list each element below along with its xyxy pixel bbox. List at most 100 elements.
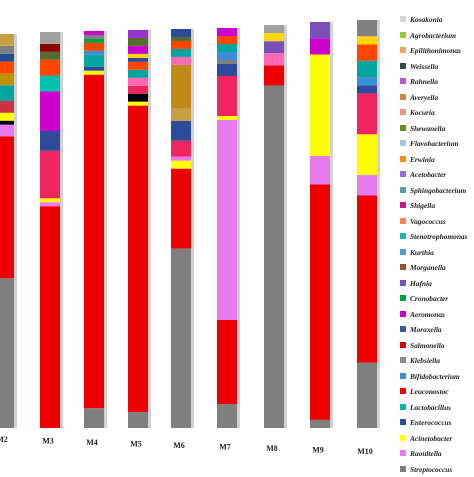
bar-segment [357,20,377,36]
legend-label: Bifidobacterium [410,369,460,385]
bar-segment [0,101,14,113]
bar-segment [310,22,330,38]
bar-segment [171,49,191,57]
bar-segment [40,32,60,44]
bar-segment [0,113,14,121]
bar-segment [171,169,191,249]
bar-segment [264,33,284,41]
bar-segment [357,195,377,362]
bars-group [0,20,380,428]
bar-segment [171,29,191,37]
legend-label: Shigella [410,198,435,214]
bar-segment [84,39,104,43]
bar-segment [128,46,148,54]
bar-segment [0,73,14,85]
legend-swatch [400,47,406,53]
legend-swatch [400,295,406,301]
bar-segment [40,202,60,206]
legend-item: Morganella [400,260,474,276]
bar-segment [171,141,191,157]
legend-swatch [400,233,406,239]
legend-swatch [400,249,406,255]
legend-label: Morganella [410,260,446,276]
legend-label: Flavobacterium [410,136,458,152]
bar-segment [217,60,237,64]
x-tick-label: M8 [266,444,278,453]
bar-side-shade [377,20,380,428]
bar-side-shade [284,25,287,428]
legend-swatch [400,16,406,22]
bar-segment [84,71,104,75]
bar-segment [310,156,330,184]
bar-segment [40,91,60,131]
legend-swatch [400,264,406,270]
legend-item: Hafnia [400,276,474,292]
bar-segment [171,121,191,141]
legend-item: Kocuria [400,105,474,121]
bar-segment [128,412,148,428]
legend-item: Leuconostoc [400,384,474,400]
legend-item: Raoultella [400,446,474,462]
legend-label: Agrobacterium [410,28,456,44]
legend-label: Raoultella [410,446,442,462]
bar-segment [171,248,191,428]
legend-item: Sphingobacterium [400,183,474,199]
bar-segment [40,44,60,52]
bar-segment [357,175,377,195]
legend-item: Vagococcus [400,214,474,230]
bar-side-shade [14,34,17,428]
bar-segment [40,131,60,151]
bar-segment [357,77,377,85]
legend-item: Weissella [400,59,474,75]
x-tick-label: M9 [312,446,324,455]
legend-label: Streptococcus [410,462,452,477]
legend-item: Salmonella [400,338,474,354]
bar-segment [0,278,14,428]
bar-segment [128,54,148,58]
legend-item: Aeromonas [400,307,474,323]
legend-item: Acinetobacter [400,431,474,447]
bar-segment [40,151,60,199]
legend-swatch [400,450,406,456]
legend-swatch [400,404,406,410]
bar-segment [310,184,330,419]
legend-label: Averyella [410,90,438,106]
legend-swatch [400,357,406,363]
bar-segment [357,36,377,44]
bar-segment [217,28,237,36]
bar-segment [0,46,14,54]
bar-segment [84,55,104,67]
legend-label: Epilithonimonas [410,43,461,59]
bar-segment [84,31,104,35]
legend-label: Erwinia [410,152,435,168]
legend-swatch [400,78,406,84]
bar-segment [357,134,377,175]
bar-side-shade [330,22,333,428]
bar-segment [128,78,148,86]
legend-swatch [400,466,406,472]
bar-segment [217,76,237,116]
legend-label: Acetobacter [410,167,446,183]
legend-swatch [400,63,406,69]
legend-item: Stenotrophomonas [400,229,474,245]
bar-segment [264,65,284,85]
bar-segment [357,61,377,77]
legend-item: Bifidobacterium [400,369,474,385]
bar-segment [217,64,237,76]
legend-swatch [400,156,406,162]
legend-item: Flavobacterium [400,136,474,152]
bar-segment [0,125,14,137]
legend-swatch [400,171,406,177]
bar-segment [84,75,104,408]
bar-segment [171,41,191,49]
bar-segment [84,51,104,55]
legend-item: Lactobacillus [400,400,474,416]
legend-item: Kosakonia [400,12,474,28]
legend-item: Averyella [400,90,474,106]
x-tick-label: M5 [130,440,142,449]
bar-segment [0,85,14,101]
x-tick-labels: M2M3M4M5M6M7M8M9M10 [0,435,373,456]
bar-segment [128,102,148,106]
bar-side-shade [237,28,240,428]
